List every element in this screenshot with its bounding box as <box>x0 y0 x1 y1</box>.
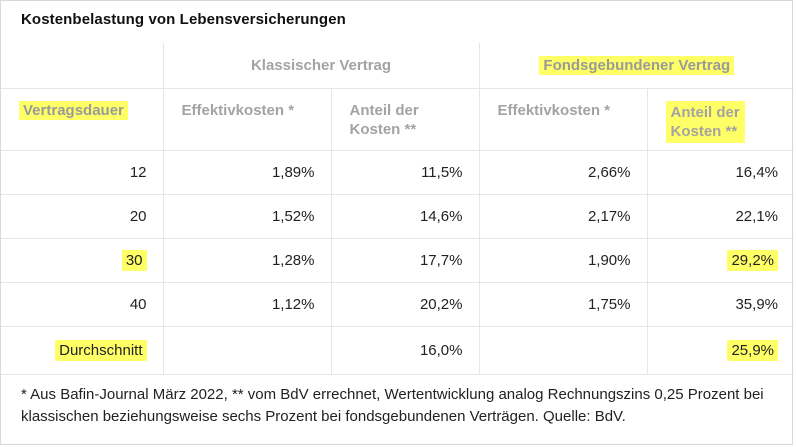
group-header-classic: Klassischer Vertrag <box>162 43 480 89</box>
column-header-classic-share-line2: Kosten ** <box>349 120 417 138</box>
column-header-row: Vertragsdauer Effektivkosten * Anteil de… <box>1 87 795 151</box>
fund-effective-cell: 2,17% <box>478 193 648 239</box>
duration-highlight: 30 <box>121 249 147 271</box>
fund-share-cell: 16,4% <box>646 149 795 195</box>
column-header-classic-effective-label: Effektivkosten * <box>181 101 295 119</box>
average-fund-share-cell: 25,9% <box>646 325 795 375</box>
classic-effective-cell: 1,89% <box>162 149 332 195</box>
group-header-fund-label: Fondsgebundener Vertrag <box>539 55 735 75</box>
group-header-row: Klassischer Vertrag Fondsgebundener Vert… <box>1 43 795 89</box>
classic-share-cell: 14,6% <box>330 193 480 239</box>
average-fund-effective-cell <box>478 325 648 375</box>
classic-effective-cell: 1,52% <box>162 193 332 239</box>
column-header-classic-share-line1: Anteil der <box>349 101 419 119</box>
table-title: Kostenbelastung von Lebensversicherungen <box>21 11 346 28</box>
average-label-cell: Durchschnitt <box>1 325 164 375</box>
fund-share-cell: 29,2% <box>646 237 795 283</box>
footnote: * Aus Bafin-Journal März 2022, ** vom Bd… <box>21 386 764 425</box>
table-row: 12 1,89% 11,5% 2,66% 16,4% <box>1 149 795 195</box>
column-header-fund-share-highlight: Anteil der Kosten ** <box>665 100 745 143</box>
fund-effective-cell: 1,75% <box>478 281 648 327</box>
column-header-fund-effective-label: Effektivkosten * <box>497 101 611 119</box>
column-header-classic-effective: Effektivkosten * <box>162 87 332 151</box>
table-row: 30 1,28% 17,7% 1,90% 29,2% <box>1 237 795 283</box>
column-header-classic-share: Anteil der Kosten ** <box>330 87 480 151</box>
average-label-highlight: Durchschnitt <box>55 339 147 361</box>
column-header-fund-effective: Effektivkosten * <box>478 87 648 151</box>
average-classic-effective-cell <box>162 325 332 375</box>
column-header-fund-share-line1: Anteil der <box>670 103 740 121</box>
fund-share-highlight: 29,2% <box>727 249 779 271</box>
classic-share-cell: 17,7% <box>330 237 480 283</box>
table-row: 40 1,12% 20,2% 1,75% 35,9% <box>1 281 795 327</box>
average-row: Durchschnitt 16,0% 25,9% <box>1 325 795 375</box>
duration-cell: 12 <box>1 149 164 195</box>
cost-table: Klassischer Vertrag Fondsgebundener Vert… <box>1 43 795 375</box>
duration-cell: 40 <box>1 281 164 327</box>
duration-cell: 20 <box>1 193 164 239</box>
duration-cell: 30 <box>1 237 164 283</box>
classic-share-cell: 11,5% <box>330 149 480 195</box>
fund-effective-cell: 2,66% <box>478 149 648 195</box>
classic-share-cell: 20,2% <box>330 281 480 327</box>
classic-effective-cell: 1,12% <box>162 281 332 327</box>
group-header-classic-label: Klassischer Vertrag <box>250 56 392 74</box>
column-header-duration-label: Vertragsdauer <box>19 100 128 120</box>
group-header-fund: Fondsgebundener Vertrag <box>478 43 795 89</box>
fund-effective-cell: 1,90% <box>478 237 648 283</box>
empty-header-cell <box>1 43 164 89</box>
average-fund-share-highlight: 25,9% <box>727 339 779 361</box>
table-row: 20 1,52% 14,6% 2,17% 22,1% <box>1 193 795 239</box>
fund-share-cell: 22,1% <box>646 193 795 239</box>
column-header-fund-share-line2: Kosten ** <box>670 122 738 140</box>
column-header-fund-share: Anteil der Kosten ** <box>646 87 795 151</box>
average-classic-share-cell: 16,0% <box>330 325 480 375</box>
classic-effective-cell: 1,28% <box>162 237 332 283</box>
fund-share-cell: 35,9% <box>646 281 795 327</box>
column-header-duration: Vertragsdauer <box>1 87 164 151</box>
